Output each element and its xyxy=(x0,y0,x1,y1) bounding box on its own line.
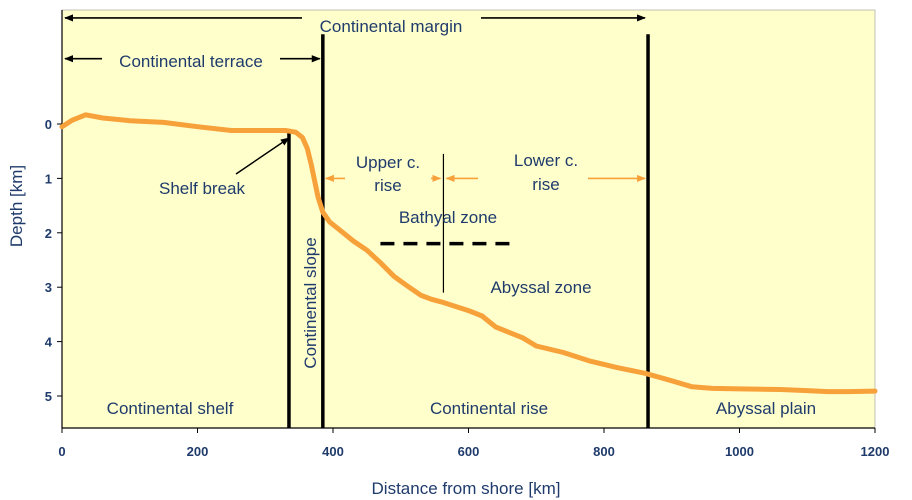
shelf-break-pointer-arrow xyxy=(235,137,290,175)
axis-ticks: 0 200 400 600 800 1000 1200 0 1 2 3 4 5 xyxy=(45,117,890,459)
y-tick-label: 1 xyxy=(45,171,52,186)
x-tick-label: 0 xyxy=(58,444,65,459)
shelf-break-label: Shelf break xyxy=(159,179,245,198)
x-tick-label: 1200 xyxy=(861,444,890,459)
y-tick-label: 2 xyxy=(45,226,52,241)
continental-rise-label: Continental rise xyxy=(430,399,548,418)
seafloor-profile-line xyxy=(59,112,878,395)
x-axis-title: Distance from shore [km] xyxy=(372,479,561,498)
y-axis-title: Depth [km] xyxy=(7,165,26,247)
bathyal-zone-label: Bathyal zone xyxy=(399,208,497,227)
abyssal-zone-label: Abyssal zone xyxy=(490,278,591,297)
upper-rise-label-line1: Upper c. xyxy=(356,153,420,172)
continental-slope-label: Continental slope xyxy=(301,237,320,368)
lower-rise-label-line2: rise xyxy=(532,175,559,194)
continental-shelf-label: Continental shelf xyxy=(107,399,234,418)
plot-background xyxy=(61,9,876,429)
x-tick-label: 800 xyxy=(593,444,615,459)
upper-rise-label-line2: rise xyxy=(374,176,401,195)
y-tick-label: 5 xyxy=(45,389,52,404)
abyssal-plain-label: Abyssal plain xyxy=(716,399,816,418)
x-tick-label: 400 xyxy=(322,444,344,459)
lower-rise-label-line1: Lower c. xyxy=(514,151,578,170)
y-tick-label: 3 xyxy=(45,280,52,295)
y-tick-label: 0 xyxy=(45,117,52,132)
continental-terrace-label: Continental terrace xyxy=(119,52,263,71)
zone-boundaries xyxy=(287,34,650,428)
x-tick-label: 1000 xyxy=(725,444,754,459)
y-tick-label: 4 xyxy=(45,335,53,350)
x-tick-label: 600 xyxy=(458,444,480,459)
continental-margin-label: Continental margin xyxy=(320,17,463,36)
span-arrows xyxy=(64,14,646,182)
x-tick-label: 200 xyxy=(187,444,209,459)
